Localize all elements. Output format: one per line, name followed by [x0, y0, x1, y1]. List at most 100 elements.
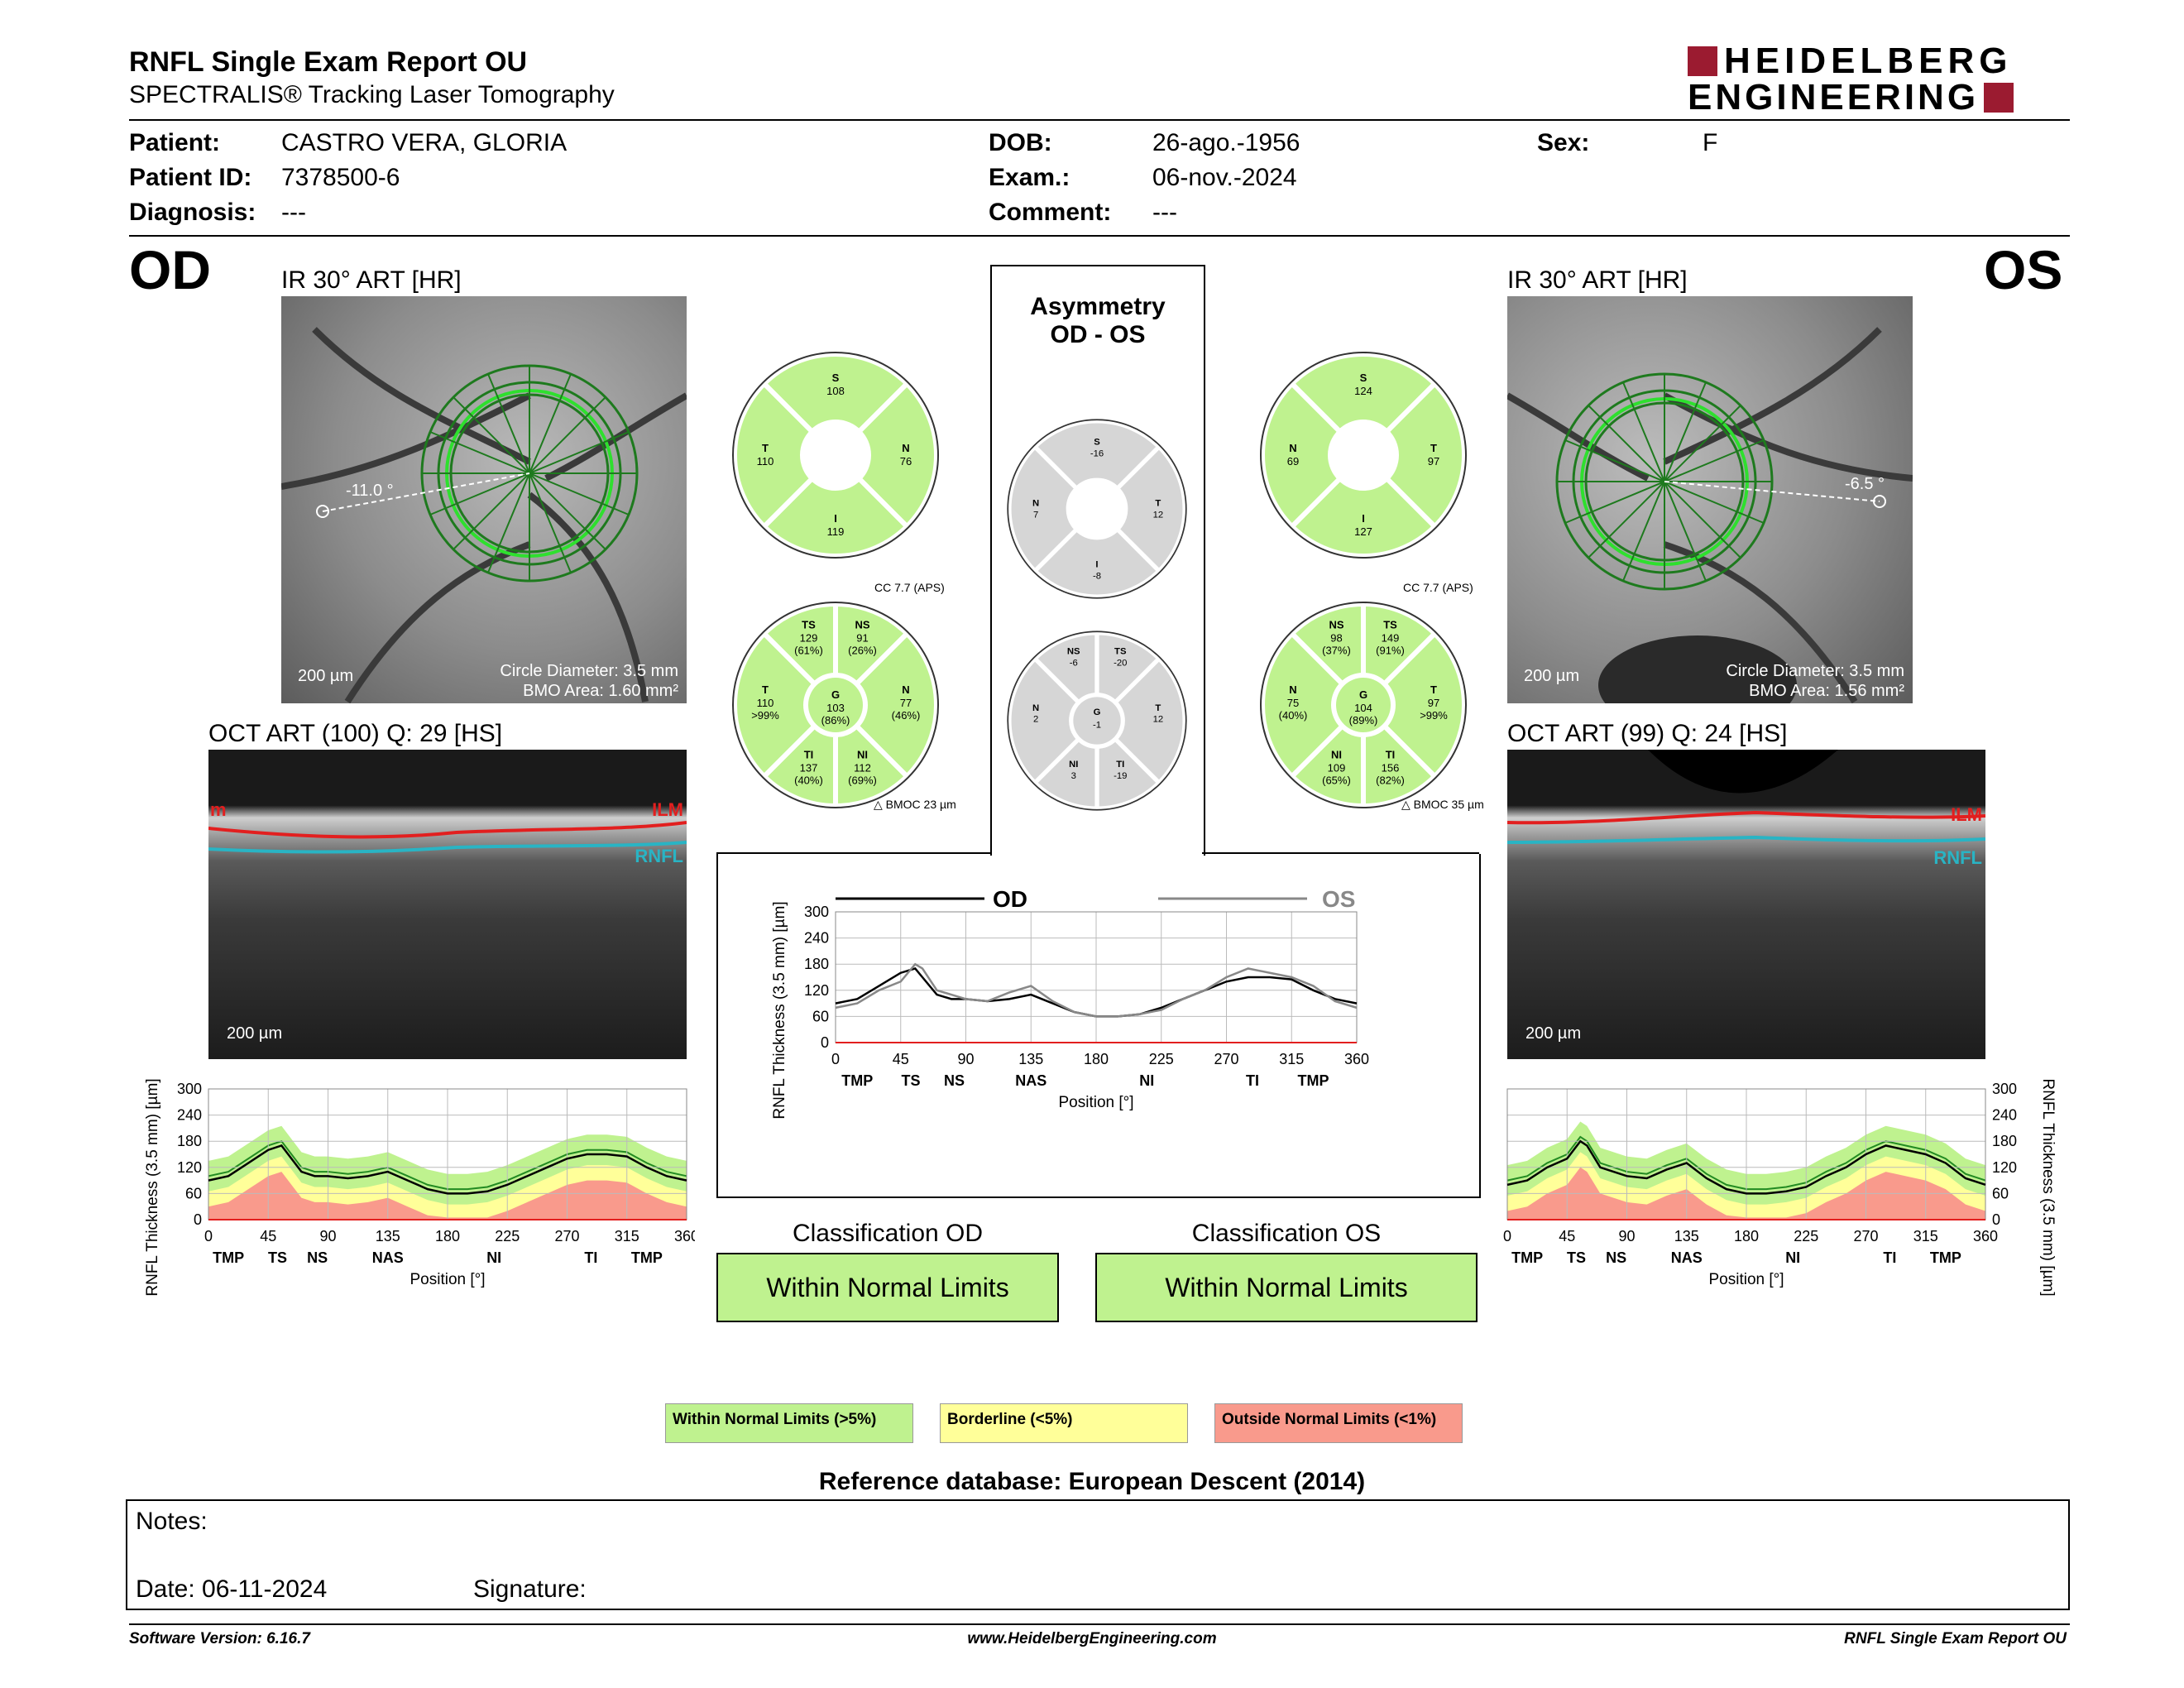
- region-label: TI: [1246, 1072, 1259, 1089]
- y-tick-label: 180: [1992, 1133, 2017, 1149]
- classification-od-title: Classification OD: [792, 1220, 984, 1247]
- od-angle: -11.0 °: [346, 482, 394, 500]
- od-ilm-line: [208, 821, 687, 839]
- os-rnfl-line: [1507, 835, 1985, 844]
- x-tick-label: 0: [831, 1051, 840, 1067]
- sector-label-NS: NS: [1329, 618, 1343, 631]
- sector-T: [732, 380, 816, 530]
- sector-T: [1383, 380, 1467, 530]
- dob-value: 26-ago.-1956: [1152, 129, 1300, 156]
- sector-value-T: 12: [1153, 715, 1164, 725]
- region-label: TS: [268, 1249, 287, 1266]
- region-label: TMP: [841, 1072, 873, 1089]
- sector-value-G: 103: [826, 702, 845, 714]
- x-tick-label: 90: [957, 1051, 974, 1067]
- x-tick-label: 135: [1018, 1051, 1043, 1067]
- notes-box[interactable]: Notes: Date: 06-11-2024 Signature:: [126, 1499, 2070, 1610]
- y-tick-label: 60: [1992, 1185, 2009, 1201]
- y-tick-label: 120: [1992, 1159, 2017, 1176]
- sector-value-N: 77: [900, 697, 912, 709]
- exam-value: 06-nov.-2024: [1152, 164, 1297, 191]
- sector-value-TS: 149: [1382, 631, 1400, 644]
- os-ir-title: IR 30° ART [HR]: [1507, 266, 1688, 294]
- sector-value-I: 127: [1354, 525, 1372, 538]
- x-tick-label: 315: [1279, 1051, 1304, 1067]
- y-tick-label: 0: [1992, 1211, 2000, 1228]
- sector-value-S: -16: [1090, 449, 1104, 459]
- x-tick-label: 45: [1559, 1228, 1575, 1244]
- od-rnfl-line: [208, 841, 687, 854]
- sector-value-NI: 109: [1328, 762, 1346, 774]
- x-tick-label: 0: [1503, 1228, 1511, 1244]
- os-oct-scale: 200 µm: [1525, 1024, 1582, 1043]
- sector-pct-NS: (26%): [848, 644, 877, 656]
- y-tick-label: 240: [804, 930, 829, 947]
- od-ir-scale: 200 µm: [298, 667, 354, 685]
- region-label: TI: [1883, 1249, 1896, 1266]
- x-tick-label: 180: [435, 1228, 460, 1244]
- sector-label-TS: TS: [1114, 647, 1127, 657]
- normative-mean-line: [208, 1140, 687, 1191]
- sector-label-NI: NI: [1331, 749, 1342, 761]
- y-tick-label: 300: [804, 904, 829, 920]
- series-line-OD: [208, 1144, 687, 1195]
- x-tick-label: 225: [495, 1228, 520, 1244]
- x-axis-label: Position [°]: [410, 1271, 485, 1288]
- os-ilm-line: [1507, 810, 1985, 825]
- sector-NI: [1288, 722, 1366, 809]
- sector-pct-G: (89%): [1349, 714, 1378, 727]
- sector-N: [1007, 444, 1080, 574]
- classification-os-result: Within Normal Limits: [1095, 1253, 1478, 1322]
- x-axis-label: Position [°]: [1708, 1271, 1784, 1288]
- reference-database: Reference database: European Descent (20…: [818, 1468, 1366, 1495]
- sector-label-N: N: [902, 442, 909, 454]
- sector-label-TS: TS: [802, 618, 816, 631]
- od-oct-bscan-image: m ILM RNFL 200 µm: [208, 750, 687, 1059]
- sector-N: [1260, 380, 1343, 530]
- sector-label-T: T: [1430, 442, 1437, 454]
- sector-label-T: T: [1430, 683, 1437, 696]
- patient-id: 7378500-6: [281, 164, 400, 191]
- sector-value-G: 104: [1354, 702, 1372, 714]
- website-link[interactable]: www.HeidelbergEngineering.com: [967, 1630, 1217, 1647]
- region-label: NAS: [1015, 1072, 1046, 1089]
- sector-pct-T: >99%: [751, 709, 779, 722]
- os-oct-title: OCT ART (99) Q: 24 [HS]: [1507, 720, 1788, 747]
- sector-label-G: G: [1094, 707, 1101, 717]
- signature-label: Signature:: [473, 1575, 587, 1603]
- header-divider: [129, 119, 2070, 121]
- diagnosis-value: ---: [281, 199, 306, 226]
- sector-pct-TI: (40%): [794, 774, 823, 787]
- os-tsnit-chart: 0 60 120 180 240 300 0 45 90 135 180 225 270 315 360 TM…: [1503, 1078, 2057, 1296]
- sector-TI: [1094, 736, 1162, 811]
- sector-pct-N: (40%): [1279, 709, 1308, 722]
- x-tick-label: 270: [1214, 1051, 1238, 1067]
- sector-label-TI: TI: [1116, 760, 1124, 770]
- heidelberg-logo: HEIDELBERG ENGINEERING: [1688, 41, 2014, 117]
- sector-label-NS: NS: [855, 618, 869, 631]
- sector-value-S: 108: [826, 385, 845, 397]
- y-tick-label: 0: [821, 1034, 829, 1051]
- normative-mean-line: [1506, 1135, 1986, 1191]
- sector-S: [760, 352, 911, 435]
- region-label: NS: [944, 1072, 965, 1089]
- y-tick-label: 60: [185, 1185, 202, 1201]
- sector-label-N: N: [1289, 683, 1296, 696]
- sector-I: [760, 475, 911, 559]
- sector-value-TS: -20: [1114, 658, 1127, 668]
- y-axis-label: RNFL Thickness (3.5 mm) [µm]: [144, 1078, 161, 1296]
- os-ir-fundus-image: -6.5 ° 200 µm Circle Diameter: 3.5 mm BM…: [1507, 296, 1913, 703]
- os-rnfl-label: RNFL: [1933, 847, 1982, 868]
- notes-label: Notes:: [136, 1508, 208, 1535]
- sector-N: [1260, 630, 1346, 780]
- y-tick-label: 120: [177, 1159, 202, 1176]
- sector-value-N: 76: [900, 455, 912, 468]
- sector-label-I: I: [834, 512, 837, 525]
- os-circle-diameter: Circle Diameter: 3.5 mm: [1726, 662, 1904, 680]
- sector-outline: [1007, 631, 1187, 811]
- asymmetry-panel: [990, 265, 1205, 856]
- sector-G: [808, 678, 863, 732]
- sector-N: [855, 380, 939, 530]
- sector-TS: [1361, 601, 1439, 688]
